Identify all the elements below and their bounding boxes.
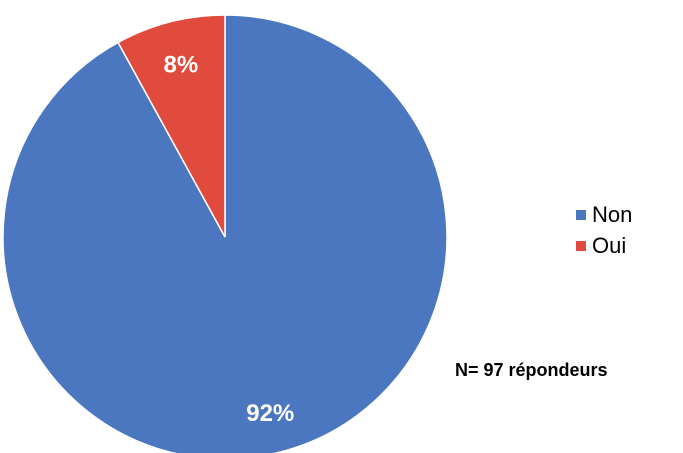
legend: Non Oui	[576, 201, 632, 263]
data-label-non: 92%	[246, 400, 294, 427]
legend-label-non: Non	[592, 202, 633, 227]
legend-item-oui: Oui	[576, 232, 632, 260]
legend-swatch-non	[576, 210, 586, 220]
data-label-oui: 8%	[163, 51, 198, 78]
pie-slice-non	[2, 14, 448, 453]
legend-swatch-oui	[576, 241, 586, 251]
legend-label-oui: Oui	[592, 233, 627, 258]
pie-labels: 92% 8%	[163, 51, 294, 426]
respondent-count-note: N= 97 répondeurs	[455, 360, 608, 380]
pie-slices	[2, 14, 448, 453]
pie-slice-oui	[117, 14, 226, 238]
legend-item-non: Non	[576, 201, 632, 229]
